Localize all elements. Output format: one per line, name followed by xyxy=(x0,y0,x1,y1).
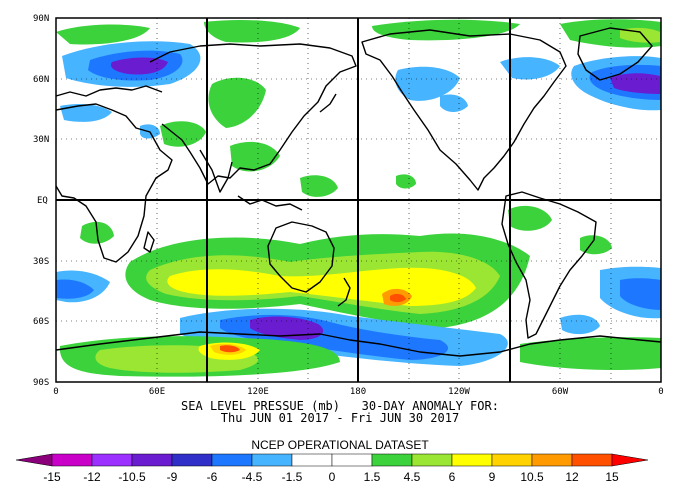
lon-label-60e: 60E xyxy=(149,387,165,397)
coast-newzealand xyxy=(337,277,351,307)
colorbar-segment xyxy=(91,453,133,467)
colorbar-segment xyxy=(491,453,533,467)
colorbar-tick-label: 10.5 xyxy=(520,470,544,484)
anomaly-region-pos-peak xyxy=(220,345,240,353)
anomaly-region-pos-weak xyxy=(160,121,206,147)
colorbar-tick-label: 4.5 xyxy=(404,470,421,484)
lat-label-30n: 30N xyxy=(33,135,49,145)
caption: SEA LEVEL PRESSUE (mb) 30-DAY ANOMALY FO… xyxy=(0,400,680,424)
anomaly-region-pos-weak xyxy=(56,24,150,45)
colorbar-tick-label: -9 xyxy=(167,470,178,484)
colorbar-segment xyxy=(251,453,293,467)
lon-label-120w: 120W xyxy=(448,387,470,397)
map-frame xyxy=(55,17,662,383)
coast-antarctica xyxy=(55,331,662,357)
anomaly-region-neg-mid xyxy=(620,278,661,310)
colorbar-segment xyxy=(451,453,493,467)
colorbar-segment xyxy=(331,453,373,467)
anomaly-region-pos-weak xyxy=(208,77,266,128)
coast-asia xyxy=(149,43,357,185)
colorbar-segment xyxy=(51,453,93,467)
coast-europe xyxy=(55,85,163,97)
colorbar-segment xyxy=(211,453,253,467)
lon-label-0-left: 0 xyxy=(53,387,58,397)
anomaly-region-neg-weak xyxy=(500,57,560,80)
colorbar-arrow-right xyxy=(611,453,649,467)
lon-label-0-right: 0 xyxy=(658,387,663,397)
colorbar-dataset-label: NCEP OPERATIONAL DATASET xyxy=(251,438,429,452)
coast-madagascar xyxy=(143,231,155,253)
coast-japan xyxy=(319,93,337,113)
lat-label-60s: 60S xyxy=(33,317,49,327)
colorbar-segment xyxy=(291,453,333,467)
colorbar-arrow-left xyxy=(15,453,53,467)
anomaly-region-pos-weak xyxy=(520,337,661,370)
colorbar-tick-label: 12 xyxy=(565,470,579,484)
colorbar-segment xyxy=(131,453,173,467)
coastlines xyxy=(55,27,662,357)
coast-maritime-se-asia xyxy=(237,195,303,211)
coast-greenland xyxy=(577,27,653,81)
colorbar-segment xyxy=(571,453,613,467)
colorbar-tick-label: 1.5 xyxy=(364,470,381,484)
colorbar-tick-label: 9 xyxy=(489,470,496,484)
anomaly-region-pos-peak xyxy=(390,293,406,303)
lat-label-90n: 90N xyxy=(33,14,49,24)
anomaly-region-pos-weak xyxy=(300,175,338,197)
lon-label-120e: 120E xyxy=(247,387,269,397)
colorbar-tick-label: -6 xyxy=(207,470,218,484)
colorbar-tick-label: 15 xyxy=(605,470,619,484)
coast-south-america xyxy=(501,191,597,339)
colorbar-segments xyxy=(15,453,649,467)
anomaly-region-neg-weak xyxy=(395,66,460,101)
colorbar-segment xyxy=(171,453,213,467)
colorbar: NCEP OPERATIONAL DATASET -15 -12 -10.5 -9 -6… xyxy=(15,438,649,484)
colorbar-segment xyxy=(411,453,453,467)
anomaly-region-pos-weak xyxy=(230,141,280,172)
colorbar-segment xyxy=(531,453,573,467)
caption-title: SEA LEVEL PRESSUE (mb) 30-DAY ANOMALY FO… xyxy=(181,399,499,413)
anomaly-fields xyxy=(56,19,661,377)
lon-labels: 0 60E 120E 180 120W 60W 0 xyxy=(53,387,663,397)
anomaly-region-neg-mid xyxy=(56,279,94,299)
colorbar-tick-label: -1.5 xyxy=(282,470,303,484)
lat-labels: 90N 60N 30N EQ 30S 60S 90S xyxy=(33,14,49,388)
colorbar-tick-label: 0 xyxy=(329,470,336,484)
colorbar-tick-label: -10.5 xyxy=(118,470,146,484)
anomaly-region-neg-weak xyxy=(60,104,112,122)
coast-africa xyxy=(55,103,173,263)
lat-label-30s: 30S xyxy=(33,257,49,267)
lat-label-60n: 60N xyxy=(33,75,49,85)
lon-label-180: 180 xyxy=(350,387,366,397)
grid xyxy=(56,18,661,382)
grid-dashed xyxy=(56,18,661,382)
coast-north-america xyxy=(361,29,567,191)
anomaly-region-pos-weak xyxy=(204,20,300,43)
colorbar-tick-label: -15 xyxy=(43,470,61,484)
coast-australia xyxy=(267,221,335,293)
anomaly-region-neg-weak xyxy=(560,314,600,335)
caption-dates: Thu JUN 01 2017 - Fri JUN 30 2017 xyxy=(220,411,460,425)
anomaly-region-neg-strong xyxy=(110,57,168,75)
lat-label-eq: EQ xyxy=(37,196,48,206)
anomaly-region-neg-weak xyxy=(440,94,468,112)
colorbar-labels: -15 -12 -10.5 -9 -6 -4.5 -1.5 0 1.5 4.5 6 9 10.5 12 15 xyxy=(43,470,619,484)
colorbar-tick-label: 6 xyxy=(449,470,456,484)
anomaly-region-neg-strong xyxy=(610,73,660,94)
lon-label-60w: 60W xyxy=(552,387,569,397)
lat-label-90s: 90S xyxy=(33,378,49,388)
anomaly-region-pos-weak xyxy=(396,174,416,189)
anomaly-map: 90N 60N 30N EQ 30S 60S 90S 0 60E 120E 18… xyxy=(33,14,664,397)
anomaly-region-pos-mid xyxy=(620,27,660,43)
anomaly-region-pos-weak xyxy=(508,205,552,231)
anomaly-region-pos-weak xyxy=(580,235,612,255)
colorbar-segment xyxy=(371,453,413,467)
colorbar-tick-label: -4.5 xyxy=(242,470,263,484)
colorbar-tick-label: -12 xyxy=(83,470,101,484)
